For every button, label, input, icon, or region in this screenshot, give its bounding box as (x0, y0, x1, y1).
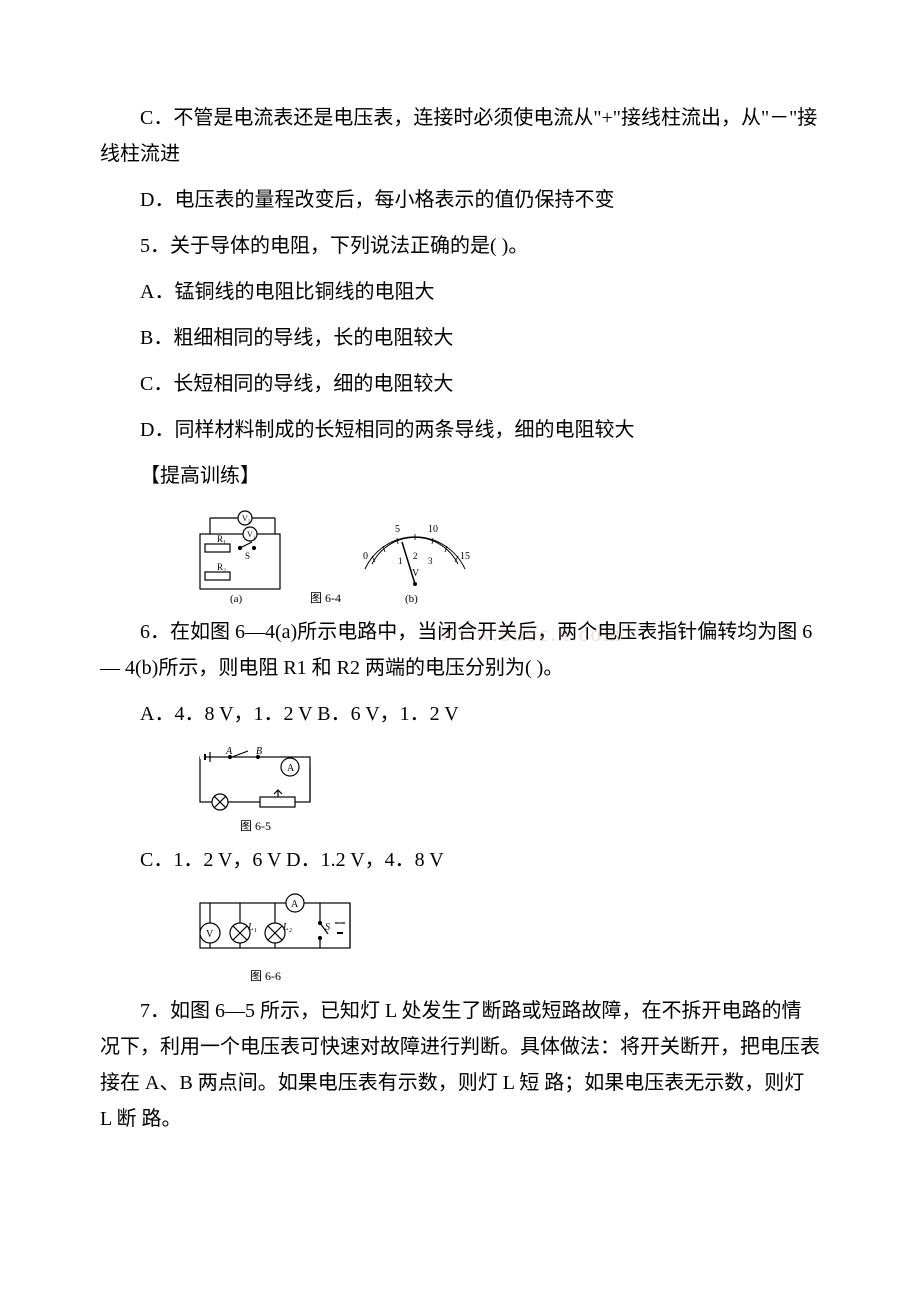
fig64-s: S (245, 551, 250, 561)
figure-6-6: V A L₁ L₂ S 图 6-6 (190, 888, 820, 983)
svg-text:10: 10 (428, 524, 438, 535)
svg-text:0: 0 (363, 551, 368, 562)
fig65-caption: 图 6-5 (240, 819, 271, 832)
svg-text:5: 5 (395, 524, 400, 535)
fig64-caption: 图 6-4 (310, 591, 341, 604)
q5-option-c: C．长短相同的导线，细的电阻较大 (100, 366, 820, 402)
svg-text:V: V (412, 568, 420, 579)
svg-text:L₁: L₁ (247, 922, 257, 933)
svg-text:S: S (325, 922, 330, 933)
svg-text:15: 15 (460, 551, 470, 562)
svg-text:A: A (291, 899, 299, 910)
fig64-label-a: (a) (230, 593, 243, 604)
svg-text:3: 3 (428, 556, 433, 566)
fig64-r1: R₁ (217, 534, 226, 544)
fig64-r2: R₂ (217, 562, 226, 572)
q5-option-d: D．同样材料制成的长短相同的两条导线，细的电阻较大 (100, 412, 820, 448)
q5-option-a: A．锰铜线的电阻比铜线的电阻大 (100, 274, 820, 310)
figure-6-4: R₁ R₂ S V₁ V₂ (a) 0 5 (190, 504, 820, 604)
svg-text:V: V (206, 929, 214, 940)
q4-option-c: C．不管是电流表还是电压表，连接时必须使电流从"+"接线柱流出，从"－"接线柱流… (100, 100, 820, 172)
q7-stem: 7．如图 6—5 所示，已知灯 L 处发生了断路或短路故障，在不拆开电路的情况下… (100, 993, 820, 1137)
svg-text:A: A (287, 763, 295, 774)
fig66-caption: 图 6-6 (250, 969, 281, 983)
svg-text:1: 1 (398, 556, 403, 566)
svg-text:2: 2 (413, 551, 418, 561)
fig64-v1: V₁ (247, 530, 256, 539)
q6-stem: www.bdoc.x.com 6．在如图 6—4(a)所示电路中，当闭合开关后，… (100, 614, 820, 686)
q6-option-cd: C．1．2 V，6 V D．1.2 V，4．8 V (100, 842, 820, 878)
q5-stem: 5．关于导体的电阻，下列说法正确的是( )。 (100, 228, 820, 264)
svg-text:B: B (256, 746, 262, 757)
q5-option-b: B．粗细相同的导线，长的电阻较大 (100, 320, 820, 356)
q6-option-ab: A．4．8 V，1．2 V B．6 V，1．2 V (100, 696, 820, 732)
fig64-v2: V₂ (242, 514, 251, 523)
figure-6-5-svg: A B A 图 6-5 (190, 742, 340, 832)
figure-6-4-svg: R₁ R₂ S V₁ V₂ (a) 0 5 (190, 504, 470, 604)
section-title: 【提高训练】 (100, 458, 820, 494)
fig64-label-b: (b) (405, 593, 418, 604)
q4-option-d: D．电压表的量程改变后，每小格表示的值仍保持不变 (100, 182, 820, 218)
svg-text:L₂: L₂ (282, 922, 293, 933)
figure-6-6-svg: V A L₁ L₂ S 图 6-6 (190, 888, 370, 983)
svg-text:A: A (225, 746, 233, 757)
figure-6-5: A B A 图 6-5 (190, 742, 820, 832)
